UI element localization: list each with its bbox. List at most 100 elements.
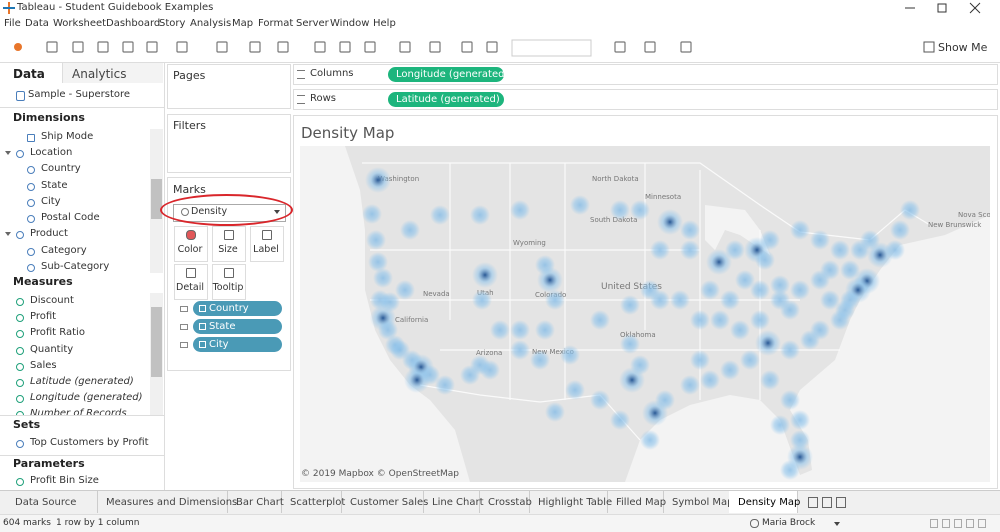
analytics-tab-label[interactable]: Analytics <box>72 67 127 81</box>
sheet-tab-label[interactable]: Scatterplot <box>290 497 346 508</box>
menu-item[interactable]: Map <box>232 18 254 29</box>
menu-item[interactable]: Help <box>373 18 396 29</box>
field[interactable]: Quantity <box>30 344 74 355</box>
mark-button[interactable] <box>174 264 208 300</box>
mark-button-label[interactable]: Label <box>253 244 279 255</box>
sheet-tab[interactable] <box>529 491 608 513</box>
field[interactable]: Profit <box>30 311 57 322</box>
nav-button[interactable] <box>942 519 950 528</box>
mark-button-label[interactable]: Color <box>177 244 203 255</box>
density-spot <box>610 200 630 220</box>
field[interactable]: Profit Bin Size <box>30 475 99 486</box>
field[interactable]: Ship Mode <box>41 131 94 142</box>
field[interactable]: Postal Code <box>41 212 100 223</box>
sheet-tab-label[interactable]: Density Map <box>738 497 801 508</box>
toolbar-icon <box>486 41 498 53</box>
sheet-tab-label[interactable]: Measures and Dimensions <box>106 497 238 508</box>
nav-button[interactable] <box>978 519 986 528</box>
field-icon <box>16 478 24 486</box>
density-spot <box>620 334 640 354</box>
field[interactable]: State <box>41 180 68 191</box>
menu-item[interactable]: Dashboard <box>106 18 161 29</box>
field[interactable]: Discount <box>30 295 74 306</box>
density-map[interactable]: Washington North Dakota Minnesota South Dak… <box>300 146 990 482</box>
density-spot <box>900 200 920 220</box>
sheet-tab[interactable] <box>97 491 228 513</box>
field[interactable]: Latitude (generated) <box>30 376 134 387</box>
sheet-tab[interactable] <box>341 491 424 513</box>
sheet-tab-label[interactable]: Bar Chart <box>236 497 284 508</box>
menu-item[interactable]: Server <box>296 18 329 29</box>
shelf-pill[interactable]: Latitude (generated) <box>388 92 504 107</box>
mark-button-label[interactable]: Tooltip <box>212 282 244 293</box>
sheet-layout: 1 row by 1 column <box>56 518 140 528</box>
sheet-tab[interactable] <box>607 491 664 513</box>
sheet-tab-label[interactable]: Filled Map <box>616 497 667 508</box>
field[interactable]: Category <box>41 245 87 256</box>
pill-text: Latitude (generated) <box>396 94 500 105</box>
field[interactable]: Sales <box>30 360 57 371</box>
sheet-tab-label[interactable]: Symbol Map <box>672 497 734 508</box>
nav-button[interactable] <box>954 519 962 528</box>
mark-button[interactable] <box>212 226 246 262</box>
field[interactable]: Sub-Category <box>41 261 110 272</box>
user-name[interactable]: Maria Brock <box>762 518 816 528</box>
menu-item[interactable]: Window <box>330 18 370 29</box>
shelf-pill[interactable]: Longitude (generated) <box>388 67 508 82</box>
user-dropdown[interactable] <box>834 522 840 526</box>
density-spot <box>790 220 810 240</box>
data-source[interactable]: Sample - Superstore <box>28 89 131 100</box>
sheet-tab[interactable] <box>479 491 530 513</box>
density-spot <box>590 310 610 330</box>
mark-button-label[interactable]: Detail <box>176 282 204 293</box>
field[interactable]: Longitude (generated) <box>30 392 143 403</box>
field[interactable]: Country <box>41 163 81 174</box>
menu-item[interactable]: Data <box>25 18 49 29</box>
field[interactable]: Product <box>30 228 68 239</box>
field[interactable]: Number of Records <box>30 408 127 415</box>
mark-button[interactable] <box>212 264 246 300</box>
menu-item[interactable]: Story <box>159 18 186 29</box>
new-sheet-button[interactable] <box>836 497 846 508</box>
menu-item[interactable]: Worksheet <box>53 18 107 29</box>
sheet-tab-label[interactable]: Data Source <box>15 497 77 508</box>
section-header: Measures <box>13 275 73 288</box>
show-me-button[interactable]: Show Me <box>938 41 988 54</box>
menu-item[interactable]: File <box>4 18 21 29</box>
field-pill[interactable]: Country <box>193 301 282 316</box>
sheet-tab[interactable] <box>281 491 342 513</box>
field-pill[interactable]: City <box>193 337 282 352</box>
field[interactable]: Top Customers by Profit <box>30 437 149 448</box>
nav-button[interactable] <box>930 519 938 528</box>
sheet-tab[interactable] <box>729 491 798 513</box>
sheet-tab-label[interactable]: Line Chart <box>432 497 484 508</box>
new-sheet-button[interactable] <box>808 497 818 508</box>
data-tab[interactable]: Data <box>13 67 45 81</box>
new-sheet-button[interactable] <box>822 497 832 508</box>
density-spot <box>373 268 393 288</box>
sheet-tab-label[interactable]: Crosstab <box>488 497 532 508</box>
toolbar-icon <box>339 41 351 53</box>
field-icon <box>27 215 35 223</box>
sheet-tab[interactable] <box>5 491 98 513</box>
map-label: Minnesota <box>645 193 681 201</box>
field[interactable]: City <box>41 196 61 207</box>
field[interactable]: Location <box>30 147 73 158</box>
menu-item[interactable]: Format <box>258 18 294 29</box>
density-spot <box>565 380 585 400</box>
sheet-tab[interactable] <box>227 491 282 513</box>
density-spot <box>760 230 780 250</box>
menu-item[interactable]: Analysis <box>190 18 232 29</box>
map-label: New Brunswick <box>928 221 982 229</box>
map-label: North Dakota <box>592 175 639 183</box>
nav-button[interactable] <box>966 519 974 528</box>
sheet-tab-label[interactable]: Highlight Table <box>538 497 613 508</box>
sheet-tab-label[interactable]: Customer Sales <box>350 497 429 508</box>
mark-button-label[interactable]: Size <box>218 244 238 255</box>
map-label: Nova Scotia <box>958 211 990 219</box>
field[interactable]: Profit Ratio <box>30 327 85 338</box>
sheet-tab[interactable] <box>423 491 480 513</box>
mark-button[interactable] <box>250 226 284 262</box>
status-bar: 604 marks 1 row by 1 column Maria Brock <box>0 514 1000 532</box>
field-pill[interactable]: State <box>193 319 282 334</box>
